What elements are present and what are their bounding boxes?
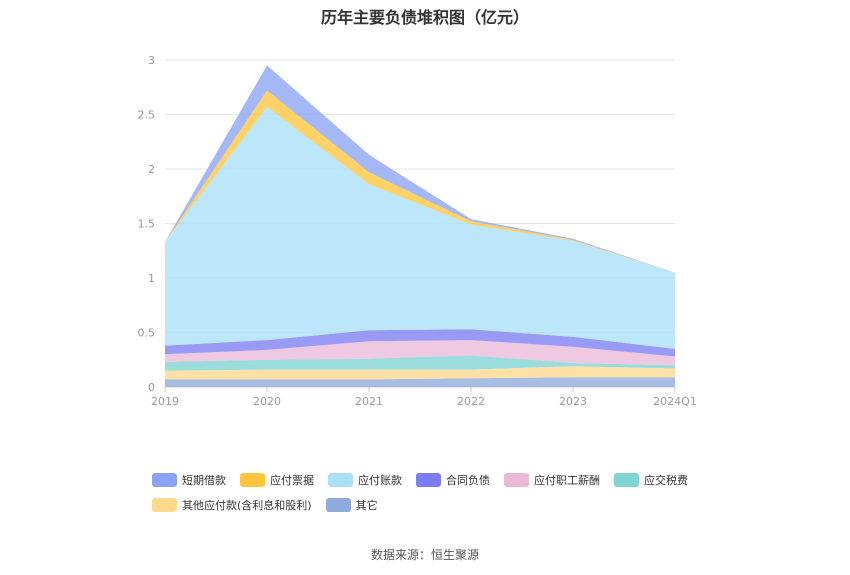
chart-legend: 短期借款 应付票据 应付账款 合同负债 应付职工薪酬 应交税费其他应付款(含利息和股利) 其… (152, 472, 712, 513)
area-series (165, 377, 675, 387)
x-tick-label: 2021 (355, 395, 383, 408)
y-tick-label: 0 (148, 381, 155, 394)
legend-label: 应付票据 (270, 474, 314, 487)
legend-label: 短期借款 (182, 474, 226, 487)
legend-swatch (240, 473, 265, 487)
area-series (165, 340, 675, 366)
legend-item[interactable]: 短期借款 (152, 472, 226, 488)
area-series (165, 329, 675, 357)
y-tick-label: 1 (148, 272, 155, 285)
legend-swatch (614, 473, 639, 487)
x-tick-label: 2024Q1 (653, 395, 697, 408)
x-tick-label: 2023 (559, 395, 587, 408)
legend-label: 其它 (355, 499, 378, 512)
area-series (165, 366, 675, 380)
legend-swatch (416, 473, 441, 487)
legend-label: 合同负债 (446, 474, 490, 487)
y-tick-label: 1.5 (138, 218, 156, 231)
legend-item[interactable]: 应付票据 (240, 472, 314, 488)
legend-item[interactable]: 应付职工薪酬 (504, 472, 600, 488)
area-series (165, 106, 675, 349)
legend-label: 应交税费 (644, 474, 688, 487)
y-tick-label: 0.5 (138, 327, 156, 340)
legend-swatch (328, 473, 353, 487)
y-tick-label: 3 (148, 54, 155, 67)
data-source: 数据来源：恒生聚源 (370, 548, 479, 562)
legend-swatch (152, 473, 177, 487)
legend-item[interactable]: 合同负债 (416, 472, 490, 488)
legend-label: 应付账款 (358, 474, 402, 487)
legend-swatch (152, 498, 177, 512)
legend-label: 其他应付款(含利息和股利) (182, 499, 312, 512)
legend-swatch (504, 473, 529, 487)
y-tick-label: 2 (148, 163, 155, 176)
legend-swatch (325, 498, 351, 512)
legend-label: 应付职工薪酬 (534, 474, 600, 487)
y-tick-label: 2.5 (138, 109, 156, 122)
legend-item[interactable]: 应付账款 (328, 472, 402, 488)
x-tick-label: 2022 (457, 395, 485, 408)
legend-item[interactable]: 其它 (325, 497, 378, 513)
legend-item[interactable]: 其他应付款(含利息和股利) (152, 497, 312, 513)
x-tick-label: 2020 (253, 395, 281, 408)
x-tick-label: 2019 (151, 395, 179, 408)
area-series (165, 355, 675, 371)
chart-title: 历年主要负债堆积图（亿元） (320, 8, 529, 27)
legend-item[interactable]: 应交税费 (614, 472, 688, 488)
